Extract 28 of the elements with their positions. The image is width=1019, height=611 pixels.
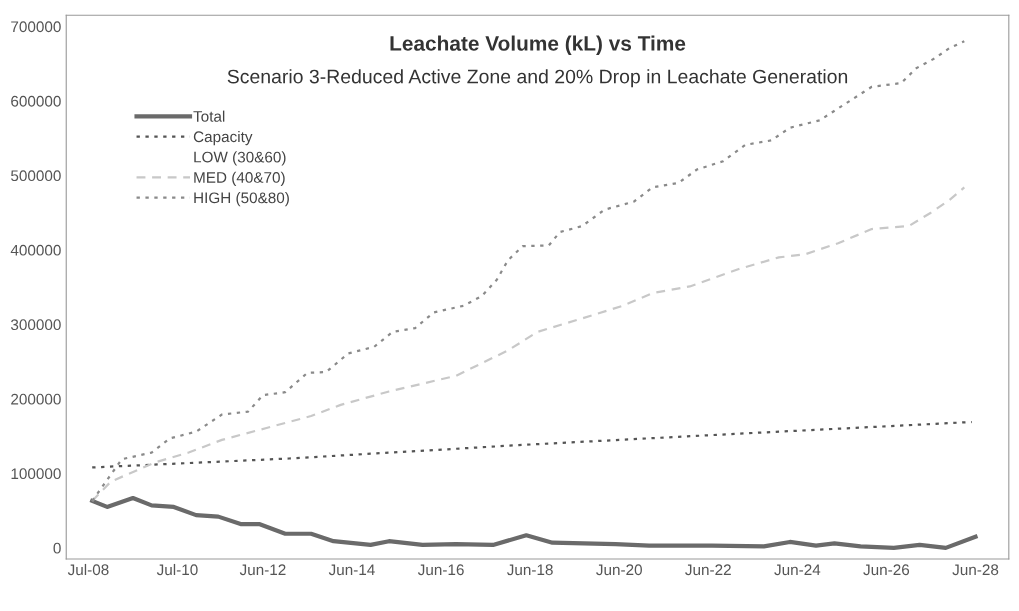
x-tick-label: Jun-24 (774, 564, 821, 576)
x-tick-label: Jun-16 (417, 564, 464, 576)
line-series (91, 420, 973, 469)
text: Leachate Volume (kL) vs Time (390, 35, 686, 55)
text: LOW (30&60) (194, 151, 286, 166)
x-tick-label: Jun-28 (952, 564, 999, 576)
x-tick-label: Jun-12 (239, 564, 286, 576)
y-tick-label: 500000 (11, 170, 61, 182)
line-series (90, 495, 978, 550)
y-tick-label: 0 (53, 542, 61, 554)
y-tick-label: 400000 (10, 244, 61, 256)
x-tick-label: Jun-14 (328, 564, 375, 576)
y-tick-label: 300000 (10, 319, 61, 331)
x-tick-label: Jul-10 (156, 563, 198, 576)
x-tick-label: Jun-26 (863, 564, 910, 576)
y-tick-label: 600000 (11, 95, 61, 107)
y-tick-label: 200000 (11, 393, 61, 405)
y-tick-label: 700000 (11, 21, 61, 33)
legend-label: Total (193, 110, 225, 122)
text: Scenario 3-Reduced Active Zone and 20% Drop in Leachate Generation (227, 69, 848, 88)
legend-label: MED (40&70) (194, 171, 285, 186)
x-tick-label: Jun-18 (506, 564, 553, 576)
x-tick-label: Jun-20 (596, 564, 642, 576)
legend-label: Capacity (193, 130, 253, 146)
x-tick-label: Jul-08 (67, 563, 109, 576)
legend-label: HIGH (50&80) (194, 192, 289, 207)
y-tick-label: 100000 (11, 468, 61, 480)
x-tick-label: Jun-22 (685, 564, 731, 576)
